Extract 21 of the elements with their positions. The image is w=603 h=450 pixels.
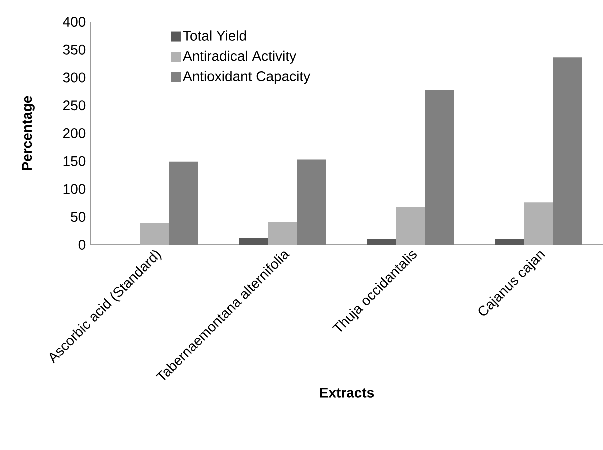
legend-label: Total Yield [183,30,246,41]
legend-label: Antiradical Activity [183,50,297,64]
legend-label: Antioxidant Capacity [183,71,311,84]
y-tick-label: 200 [63,128,86,138]
y-tick-label: 0 [78,240,86,250]
y-tick-label: 400 [63,17,86,27]
y-tick-label: 350 [63,44,86,55]
y-tick-label: 50 [71,212,86,222]
y-tick-label: 250 [63,100,86,111]
y-tick-label: 100 [64,184,86,194]
x-axis-title: Extracts [320,388,374,398]
bar [268,222,298,245]
bar [524,202,554,245]
y-tick-label: 150 [64,156,86,166]
bar [396,207,426,245]
y-tick-label: 300 [63,72,86,83]
bar [240,238,269,245]
bar [140,223,170,245]
y-axis-title: Percentage [22,96,35,170]
bar [495,239,524,245]
bar [368,239,396,245]
